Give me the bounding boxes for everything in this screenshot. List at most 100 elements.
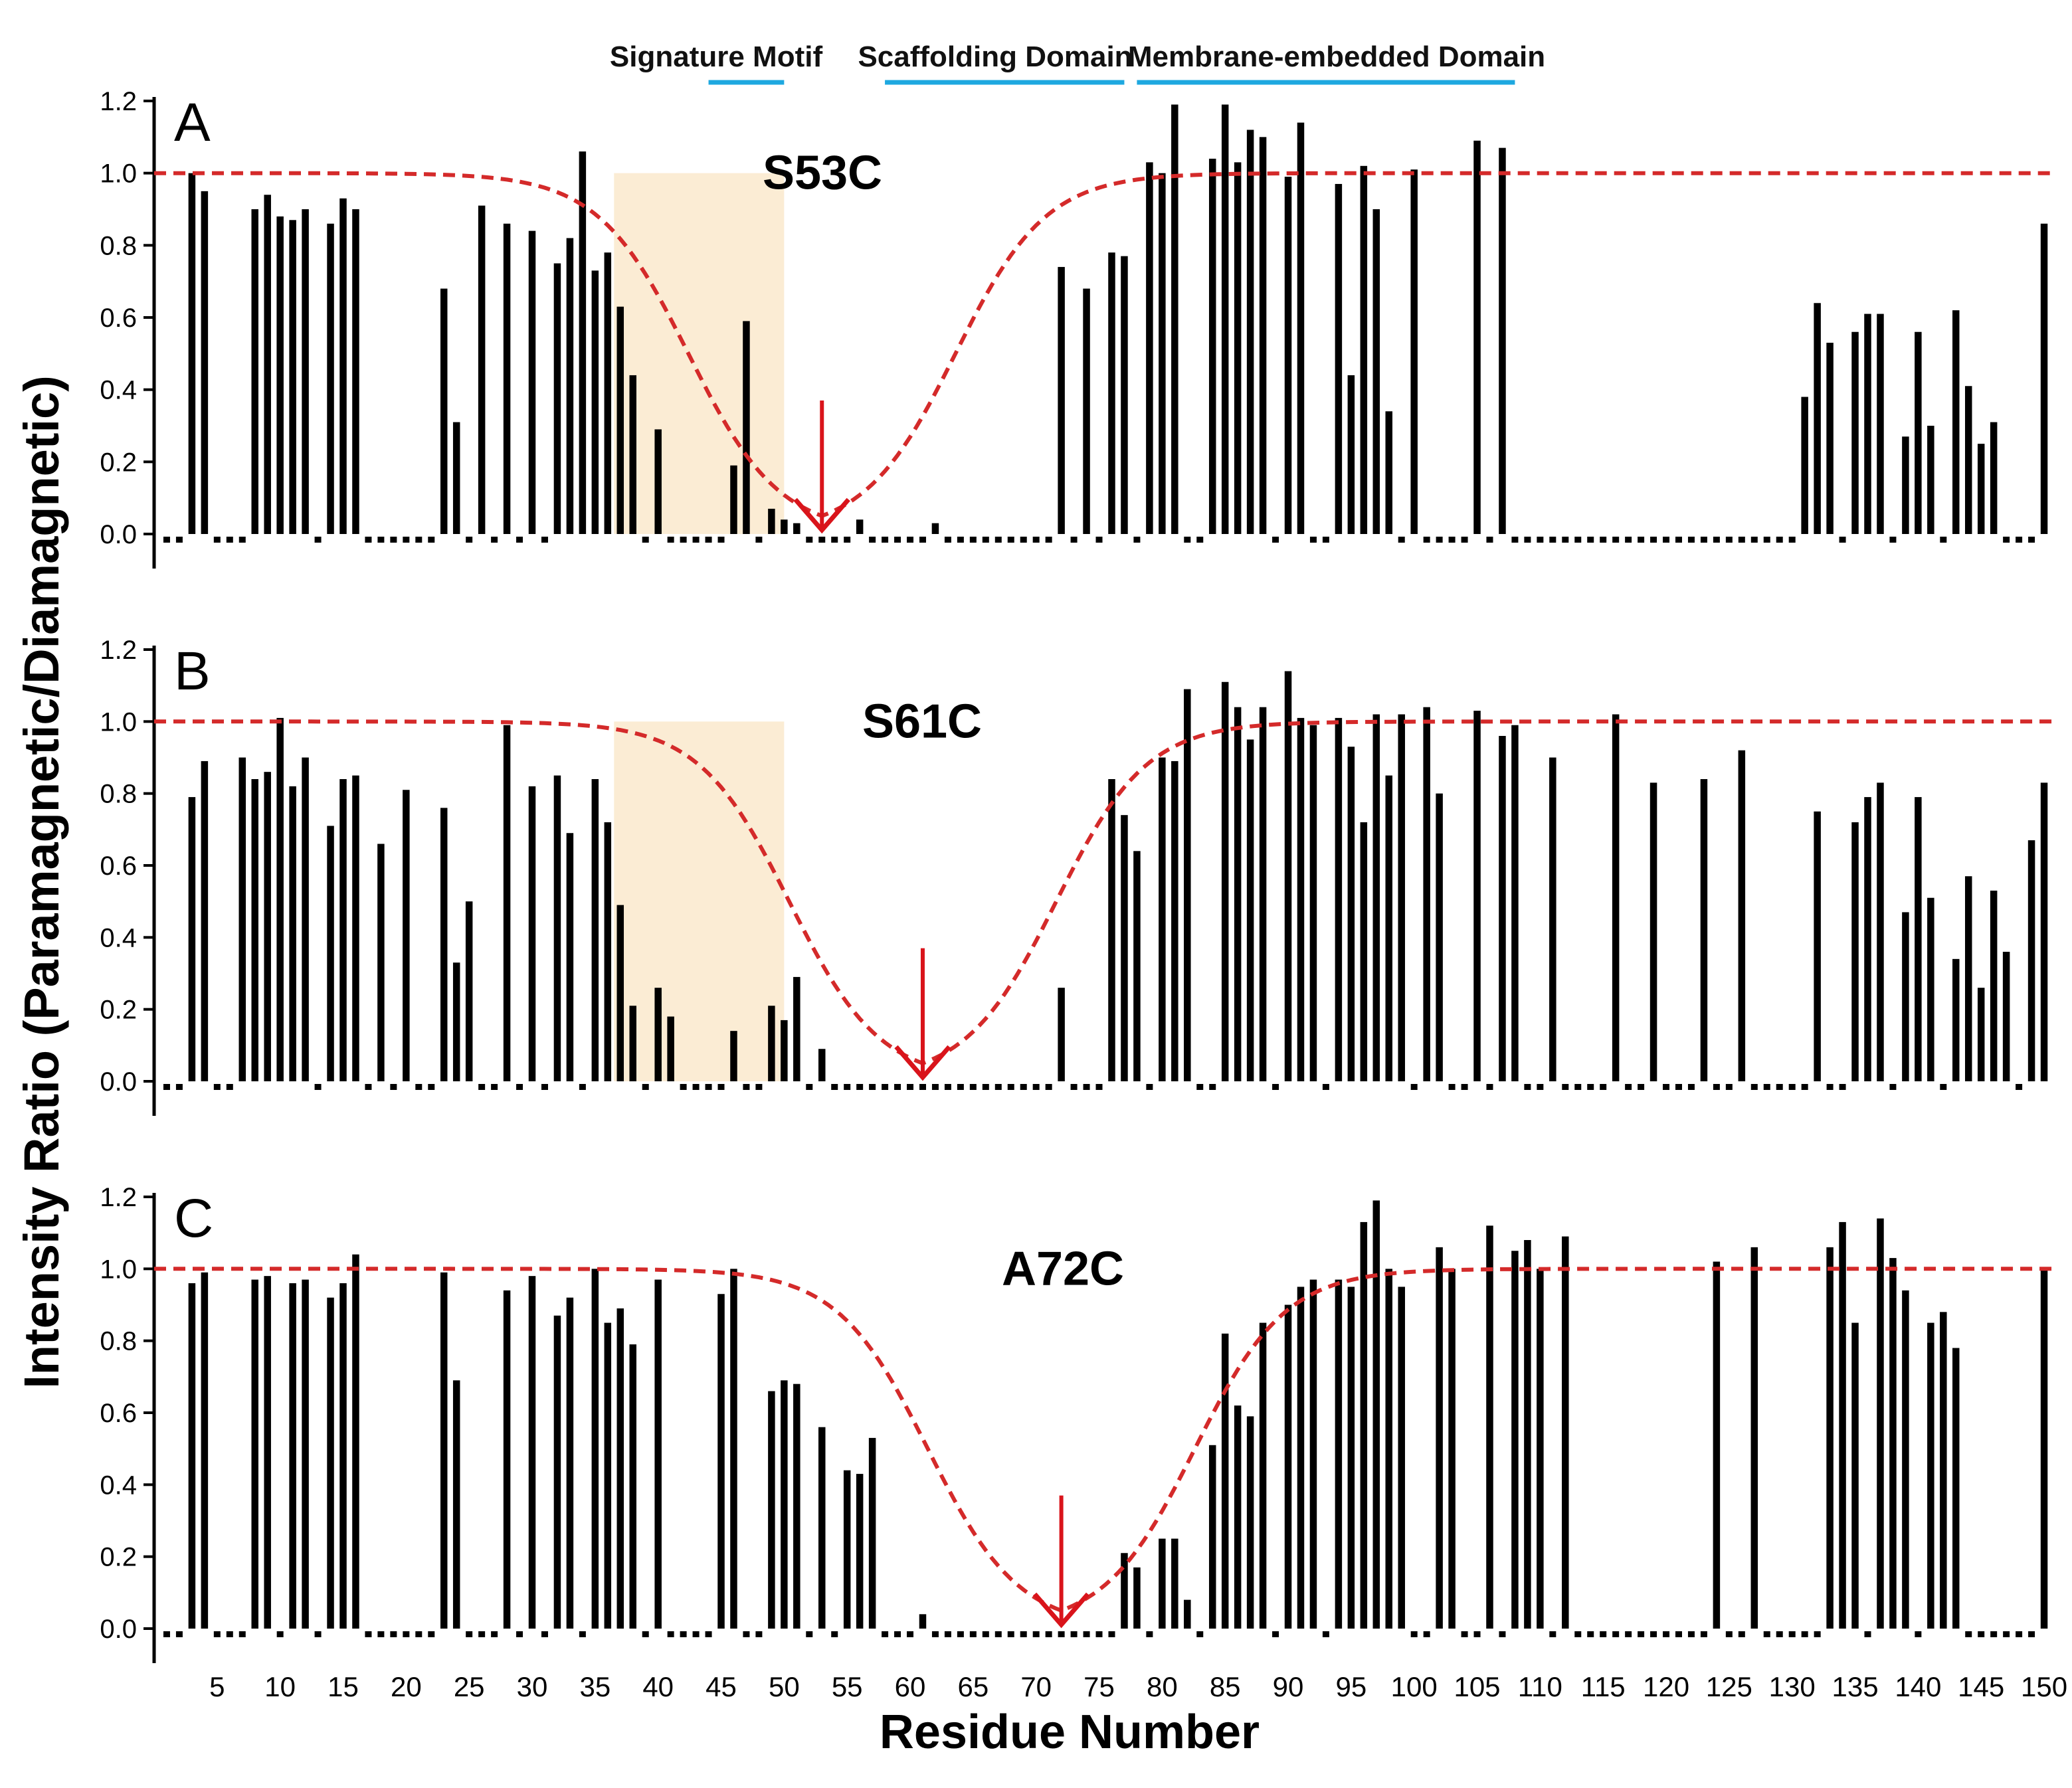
data-bar: [1083, 288, 1090, 534]
missing-residue-marker: [1687, 537, 1695, 543]
data-bar: [1335, 1279, 1343, 1629]
missing-residue-marker: [1045, 1084, 1052, 1090]
missing-residue-marker: [1776, 537, 1783, 543]
y-tick-label: 0.6: [100, 304, 137, 333]
missing-residue-marker: [1839, 1084, 1846, 1090]
missing-residue-marker: [365, 1631, 372, 1637]
missing-residue-marker: [944, 1084, 951, 1090]
data-bar: [768, 1391, 775, 1629]
data-bar: [1964, 386, 1972, 534]
data-bar: [1121, 815, 1128, 1081]
data-bar: [856, 519, 864, 534]
data-bar: [1814, 811, 1821, 1081]
missing-residue-marker: [541, 1084, 548, 1090]
data-bar: [1058, 266, 1065, 534]
missing-residue-marker: [1133, 537, 1141, 543]
data-bar: [1259, 1322, 1267, 1629]
x-tick-label: 45: [706, 1671, 737, 1702]
data-bar: [1915, 797, 1922, 1081]
data-bar: [302, 209, 309, 534]
data-bar: [793, 976, 801, 1081]
data-bar: [717, 1294, 725, 1629]
data-bar: [579, 151, 587, 535]
missing-residue-marker: [1020, 537, 1027, 543]
data-bar: [1473, 140, 1481, 534]
missing-residue-marker: [667, 537, 674, 543]
x-tick-label: 85: [1210, 1671, 1241, 1702]
data-bar: [251, 209, 258, 534]
data-bar: [1801, 397, 1808, 534]
x-tick-label: 15: [328, 1671, 359, 1702]
data-bar: [1259, 707, 1267, 1081]
data-bar: [302, 757, 309, 1081]
data-bar: [566, 1297, 574, 1629]
missing-residue-marker: [1196, 1084, 1204, 1090]
x-tick-label: 20: [391, 1671, 422, 1702]
missing-residue-marker: [1448, 537, 1456, 543]
missing-residue-marker: [982, 1084, 989, 1090]
data-bar: [264, 1276, 271, 1629]
missing-residue-marker: [2016, 537, 2023, 543]
data-bar: [1347, 1287, 1355, 1629]
missing-residue-marker: [1587, 1084, 1594, 1090]
data-bar: [1927, 426, 1934, 534]
data-bar: [1133, 1567, 1141, 1629]
x-tick-label: 50: [769, 1671, 800, 1702]
missing-residue-marker: [1083, 1084, 1090, 1090]
data-bar: [264, 772, 271, 1081]
missing-residue-marker: [175, 1084, 183, 1090]
missing-residue-marker: [390, 537, 397, 543]
missing-residue-marker: [1108, 1631, 1115, 1637]
missing-residue-marker: [516, 1084, 523, 1090]
missing-residue-marker: [882, 1084, 889, 1090]
missing-residue-marker: [869, 1084, 876, 1090]
data-bar: [1246, 1416, 1254, 1629]
data-bar: [276, 717, 284, 1081]
missing-residue-marker: [1007, 1631, 1014, 1637]
missing-residue-marker: [1600, 1631, 1607, 1637]
missing-residue-marker: [818, 537, 826, 543]
missing-residue-marker: [994, 1084, 1002, 1090]
missing-residue-marker: [238, 1631, 246, 1637]
missing-residue-marker: [1448, 1084, 1456, 1090]
data-bar: [251, 1279, 258, 1629]
missing-residue-marker: [919, 537, 926, 543]
data-bar: [1915, 331, 1922, 534]
data-bar: [327, 223, 334, 534]
data-bar: [591, 1269, 599, 1629]
panel-B: 0.0 0.2 0.4 0.6 0.8 1.0 1.2 B S61C: [100, 636, 2057, 1116]
y-tick-label: 1.2: [100, 1183, 137, 1212]
data-bar: [188, 1283, 196, 1629]
data-bar: [1058, 988, 1065, 1081]
x-tick-label: 40: [642, 1671, 674, 1702]
missing-residue-marker: [1915, 1631, 1922, 1637]
data-bar: [1851, 822, 1859, 1081]
data-bar: [818, 1049, 826, 1081]
missing-residue-marker: [1196, 537, 1204, 543]
data-bar: [654, 988, 662, 1081]
data-bar: [352, 1254, 359, 1629]
missing-residue-marker: [2003, 537, 2010, 543]
y-tick-label: 0.4: [100, 923, 137, 952]
data-bar: [730, 1031, 737, 1081]
missing-residue-marker: [1675, 537, 1682, 543]
missing-residue-marker: [642, 537, 649, 543]
data-bar: [1436, 1247, 1443, 1629]
data-bar: [1284, 671, 1292, 1081]
data-bar: [1448, 1269, 1456, 1629]
missing-residue-marker: [1814, 1631, 1821, 1637]
x-tick-label: 130: [1769, 1671, 1816, 1702]
data-bar: [1649, 782, 1657, 1081]
missing-residue-marker: [806, 1084, 813, 1090]
data-bar: [1839, 1221, 1846, 1629]
data-bar: [503, 223, 511, 534]
missing-residue-marker: [1095, 537, 1103, 543]
x-tick-label: 115: [1581, 1671, 1626, 1702]
missing-residue-marker: [314, 537, 322, 543]
data-bar: [1284, 177, 1292, 535]
missing-residue-marker: [1537, 537, 1544, 543]
missing-residue-marker: [1965, 1631, 1972, 1637]
missing-residue-marker: [1713, 1084, 1720, 1090]
missing-residue-marker: [1045, 537, 1052, 543]
missing-residue-marker: [1763, 1631, 1770, 1637]
